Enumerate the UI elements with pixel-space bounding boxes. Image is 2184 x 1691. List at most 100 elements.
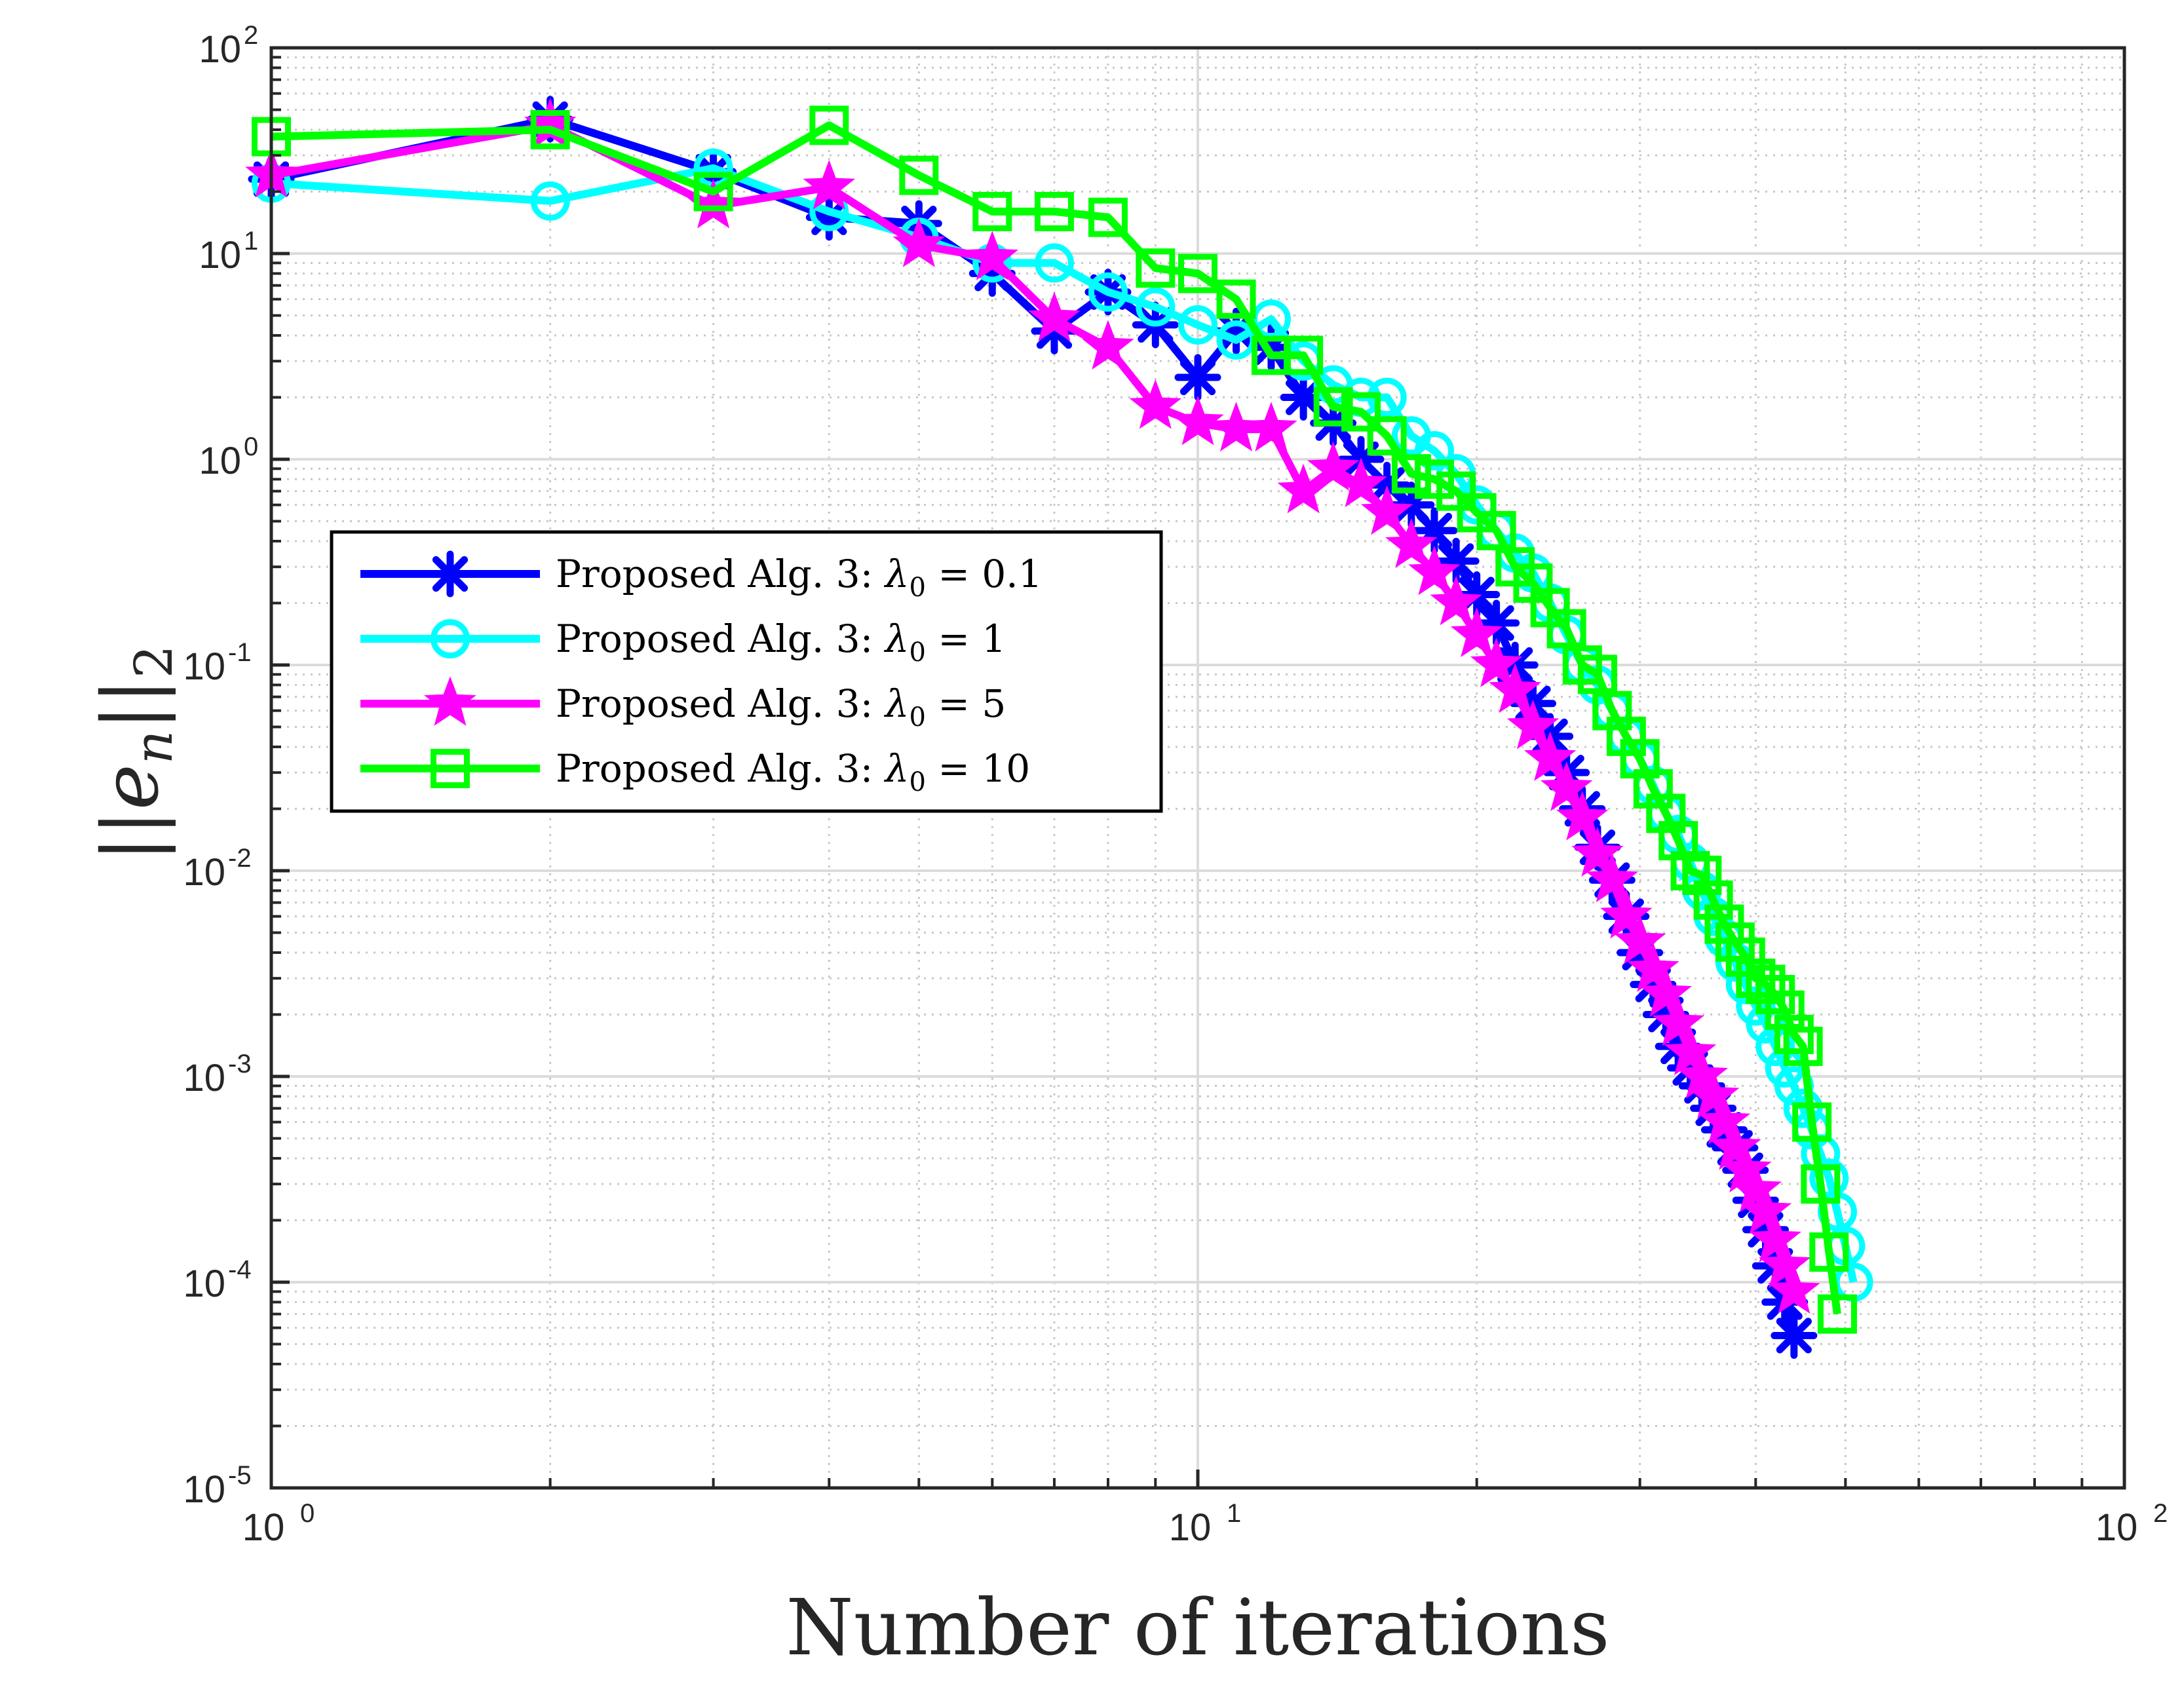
series-point xyxy=(1082,320,1134,370)
legend-label: Proposed Alg. 3: λ0 = 5 xyxy=(556,681,1006,732)
series-point xyxy=(1771,1312,1818,1359)
series-point xyxy=(431,619,470,658)
legend-label: Proposed Alg. 3: λ0 = 10 xyxy=(556,746,1030,797)
y-tick-label: 10 xyxy=(199,28,241,71)
y-tick-label: 10 xyxy=(183,645,225,688)
svg-text:||en||2: ||en||2 xyxy=(85,645,184,862)
y-label-bars-close: || xyxy=(85,678,176,731)
series-point xyxy=(1430,575,1482,626)
series-point xyxy=(1682,855,1722,895)
series-point xyxy=(1034,243,1074,283)
series-point xyxy=(1028,292,1081,341)
series-point xyxy=(1391,454,1431,494)
series-point xyxy=(530,181,570,221)
series-point xyxy=(1245,402,1297,451)
legend-label-lambda: λ xyxy=(884,681,910,726)
series-point xyxy=(1698,1094,1751,1145)
y-tick-exponent: -1 xyxy=(228,638,252,667)
series-layer xyxy=(245,96,1873,1359)
axes xyxy=(269,46,2126,1490)
x-tick-exponent: 1 xyxy=(1227,1499,1241,1528)
series-point xyxy=(1523,731,1577,781)
y-label-sub: n xyxy=(123,731,184,765)
series-point xyxy=(1633,769,1673,809)
legend-label-lambda: λ xyxy=(884,746,910,791)
series-point xyxy=(1620,739,1660,779)
series-point xyxy=(809,105,849,145)
series-point xyxy=(1725,937,1765,977)
series-point xyxy=(968,250,1016,297)
series-point xyxy=(1489,663,1541,713)
series-point xyxy=(1676,1049,1729,1099)
series-point xyxy=(1088,272,1128,312)
y-label-tail: 2 xyxy=(123,645,184,678)
y-label-bars-open: || xyxy=(85,810,176,862)
legend-item-3: Proposed Alg. 3: λ0 = 5 xyxy=(360,676,1006,732)
series-4 xyxy=(252,105,1857,1334)
legend-label-lambda: λ xyxy=(884,617,910,661)
y-tick-label: 10 xyxy=(199,440,241,482)
series-point xyxy=(1642,991,1689,1038)
series-point xyxy=(1136,287,1176,327)
series-point xyxy=(1385,518,1438,568)
legend-label-value: = 10 xyxy=(926,746,1030,791)
y-tick-exponent: 1 xyxy=(244,227,258,256)
series-point xyxy=(1414,431,1454,471)
series-point xyxy=(966,231,1019,280)
series-point xyxy=(1031,307,1078,354)
legend-label-value: = 5 xyxy=(926,681,1006,726)
series-point xyxy=(427,550,474,598)
series-point xyxy=(530,109,570,149)
legend-label-text: Proposed Alg. 3: xyxy=(556,681,885,726)
series-point xyxy=(693,172,733,212)
series-point xyxy=(1136,248,1176,288)
legend-label-sub: 0 xyxy=(909,573,925,603)
series-point xyxy=(1774,1014,1814,1054)
series-point xyxy=(424,676,476,726)
series-point xyxy=(1172,395,1224,446)
series-point xyxy=(431,749,470,788)
series-point xyxy=(1571,827,1624,877)
series-point xyxy=(1411,507,1458,554)
y-tick-exponent: 2 xyxy=(244,21,258,50)
y-label-base: e xyxy=(85,764,176,810)
series-point xyxy=(1630,961,1677,1008)
series-point xyxy=(1801,1164,1841,1204)
series-point xyxy=(1586,852,1638,903)
y-tick-label: 10 xyxy=(199,234,241,276)
legend-item-1: Proposed Alg. 3: λ0 = 0.1 xyxy=(360,550,1043,603)
y-tick-label: 10 xyxy=(183,851,225,894)
legend-label: Proposed Alg. 3: λ0 = 0.1 xyxy=(556,552,1043,603)
series-point xyxy=(1506,699,1560,750)
series-point xyxy=(1540,761,1593,811)
series-point xyxy=(1335,457,1387,508)
legend-item-2: Proposed Alg. 3: λ0 = 1 xyxy=(360,617,1006,668)
series-point xyxy=(1432,537,1480,584)
y-tick-exponent: -5 xyxy=(228,1461,252,1490)
series-point xyxy=(1768,1264,1820,1314)
series-point xyxy=(972,191,1012,231)
series-point xyxy=(1216,279,1256,319)
series-point xyxy=(1280,373,1327,421)
x-tick-exponent: 2 xyxy=(2153,1499,2168,1528)
series-point xyxy=(1719,1143,1772,1192)
y-tick-label: 10 xyxy=(183,1263,225,1305)
x-axis-label: Number of iterations xyxy=(786,1582,1609,1673)
x-tick-exponent: 0 xyxy=(300,1499,315,1528)
series-line xyxy=(271,121,1841,1315)
series-point xyxy=(1174,354,1221,401)
series-point xyxy=(1639,967,1692,1017)
series-point xyxy=(1408,545,1461,596)
series-point xyxy=(1709,1120,1761,1170)
legend-label-text: Proposed Alg. 3: xyxy=(556,552,885,596)
series-point xyxy=(1792,1102,1832,1142)
y-axis-label: ||en||2 xyxy=(85,645,184,862)
series-3 xyxy=(245,98,1820,1314)
y-tick-label: 10 xyxy=(183,1057,225,1099)
series-point xyxy=(1664,1025,1717,1076)
series-point xyxy=(1690,1085,1737,1132)
series-point xyxy=(1284,335,1324,375)
series-point xyxy=(1809,1232,1849,1272)
series-point xyxy=(1556,791,1609,841)
